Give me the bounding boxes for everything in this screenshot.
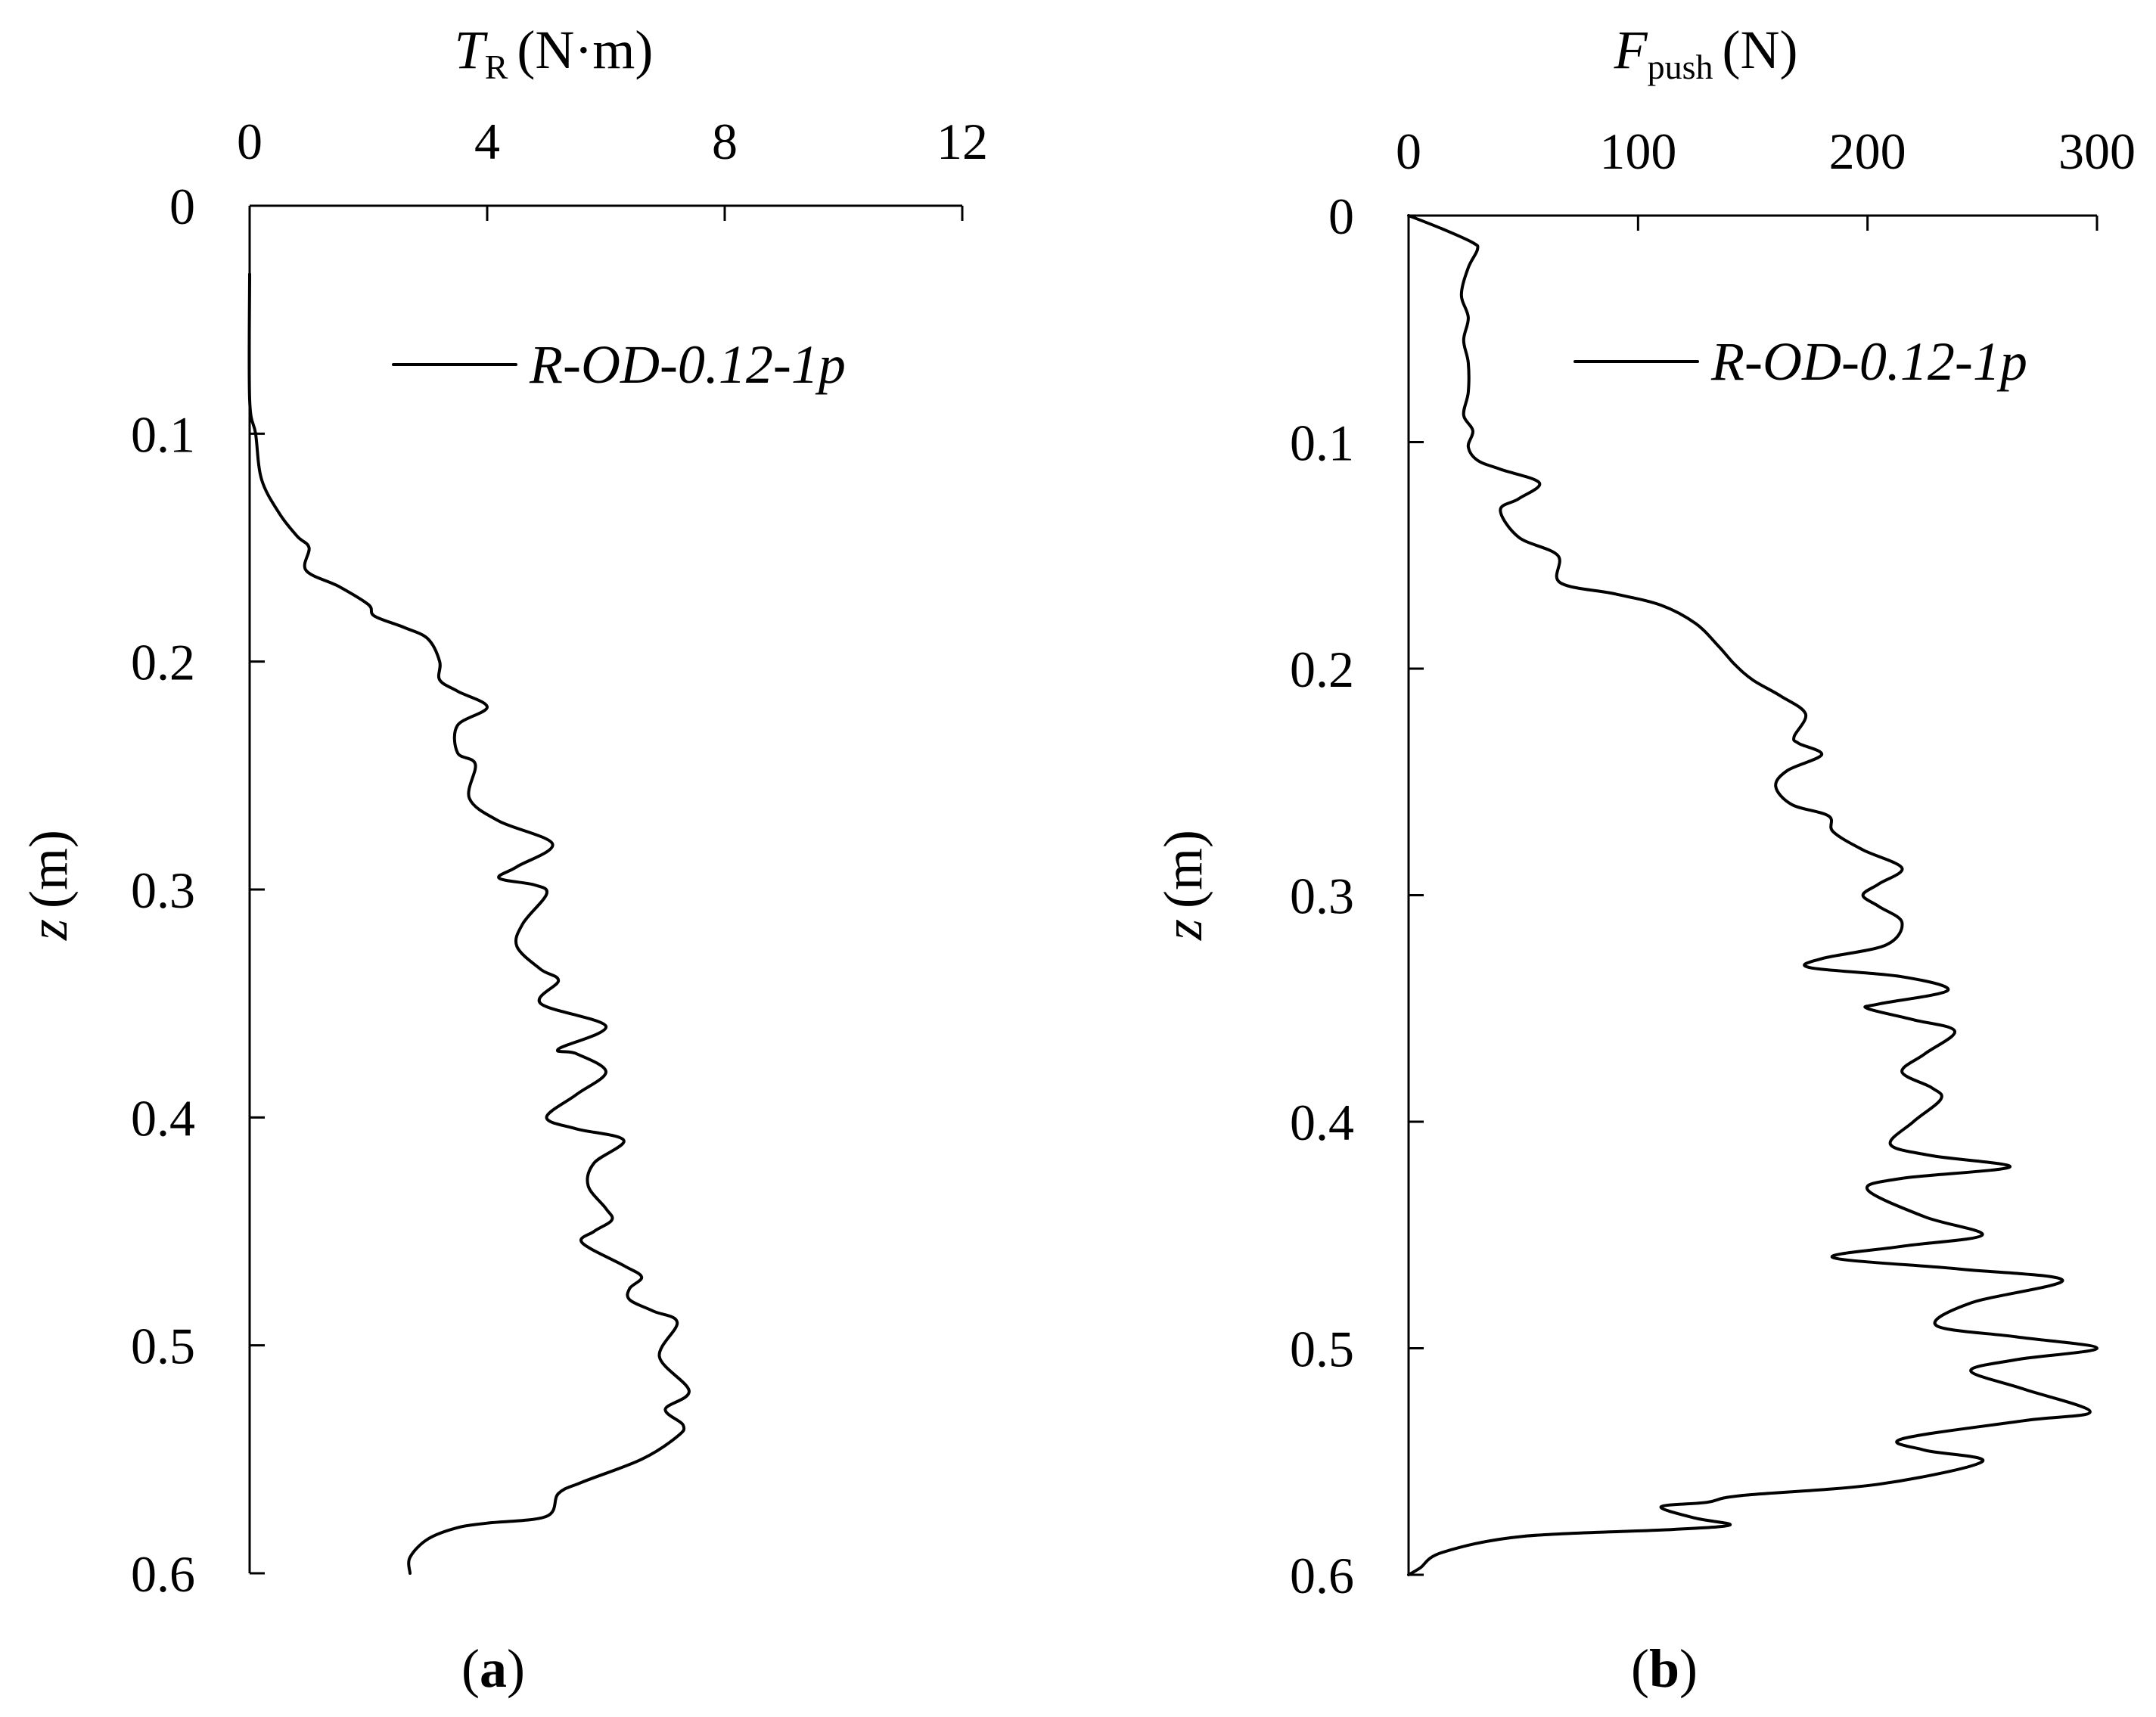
- panel-b-y-tick-label-2: 0.2: [1290, 641, 1354, 698]
- panel-a-y-tick-label-2: 0.2: [131, 634, 195, 691]
- panel-a-label: (a): [461, 1638, 525, 1699]
- panel-b-x-axis-title: Fpush (N): [1614, 20, 1798, 86]
- panel-b-legend-label: R-OD-0.12-1p: [1710, 331, 2027, 392]
- panel-a-y-tick-label-4: 0.4: [131, 1089, 195, 1147]
- panel-a-y-tick-label-0: 0: [169, 178, 195, 235]
- panel-b-legend: R-OD-0.12-1p: [1574, 331, 2027, 392]
- panel-a-y-axis-title: z(m): [18, 830, 79, 941]
- panel-b-y-tick-label-5: 0.5: [1290, 1321, 1354, 1378]
- panel-a-x-axis-title: TR (N·m): [455, 20, 654, 86]
- panel-b-y-tick-label-4: 0.4: [1290, 1094, 1354, 1151]
- panel-a-y-tick-label-6: 0.6: [131, 1545, 195, 1603]
- panel-a-x-tick-label-2: 8: [712, 113, 738, 170]
- panel-b-series-line: [1407, 214, 2099, 1576]
- panel-a-x-tick-label-0: 0: [237, 113, 263, 170]
- panel-b-y-tick-label-1: 0.1: [1290, 415, 1354, 472]
- panel-a-series-line: [247, 272, 691, 1575]
- panel-b-x-tick-label-2: 200: [1829, 123, 1906, 180]
- panel-a-legend-label: R-OD-0.12-1p: [529, 334, 846, 395]
- panel-b-y-axis-title: z(m): [1153, 830, 1213, 941]
- panel-a: TR (N·m) z(m) 0 4 8 12 0 0.1 0.2 0.3 0.4 0.5 0.6 R…: [18, 20, 988, 1699]
- panel-a-y-tick-label-3: 0.3: [131, 862, 195, 919]
- panel-a-x-tick-label-3: 12: [937, 113, 988, 170]
- panel-b: Fpush (N) z(m) 0 100 200 300 0 0.1 0.2 0.3 0.4 0.…: [1153, 20, 2136, 1699]
- panel-a-y-tick-label-1: 0.1: [131, 405, 195, 463]
- panel-a-y-tick-label-5: 0.5: [131, 1318, 195, 1375]
- panel-a-legend: R-OD-0.12-1p: [392, 334, 846, 395]
- panel-b-y-tick-label-0: 0: [1328, 188, 1354, 245]
- panel-b-y-tick-label-3: 0.3: [1290, 868, 1354, 925]
- panel-b-y-tick-label-6: 0.6: [1290, 1547, 1354, 1604]
- panel-a-x-tick-label-1: 4: [474, 113, 500, 170]
- panel-b-label: (b): [1631, 1638, 1698, 1699]
- panel-b-x-tick-label-1: 100: [1599, 123, 1676, 180]
- panel-b-x-tick-label-0: 0: [1396, 123, 1421, 180]
- panel-b-x-tick-label-3: 300: [2058, 123, 2136, 180]
